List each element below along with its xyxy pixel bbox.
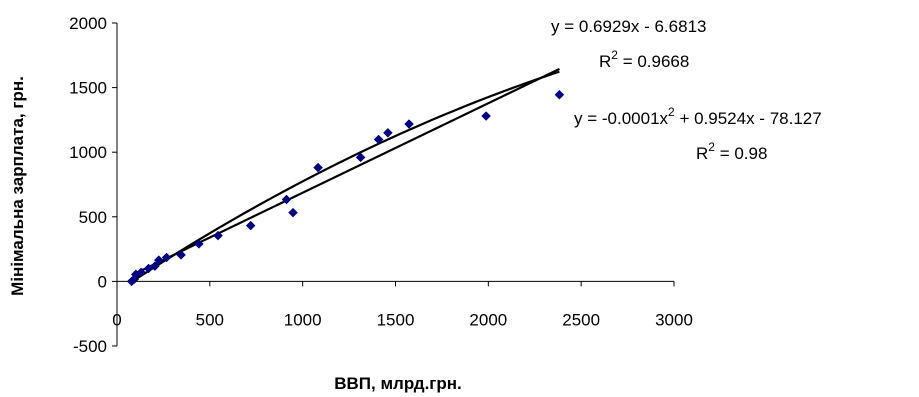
x-tick-label: 500 [196, 310, 224, 329]
data-point [136, 267, 146, 278]
linear-equation-label: y = 0.6929x - 6.6813 [551, 17, 706, 36]
x-tick-label: 1500 [377, 310, 415, 329]
y-tick-label: 0 [98, 272, 107, 291]
linear-r2-label: R2 = 0.9668 [599, 48, 689, 71]
data-point [313, 162, 323, 173]
data-points [126, 89, 565, 287]
data-point [404, 119, 414, 129]
y-tick-label: 1000 [69, 143, 107, 162]
axes [112, 22, 675, 347]
data-point [373, 134, 384, 145]
data-point [383, 127, 393, 138]
x-axis-title: ВВП, млрд.грн. [334, 374, 462, 393]
polynomial-trend-line [131, 70, 560, 283]
x-tick-label: 0 [112, 310, 121, 329]
data-point [245, 220, 256, 231]
y-tick-labels: 2000 1500 1000 500 0 -500 [69, 14, 107, 356]
polynomial-equation-label: y = -0.0001x2 + 0.9524x - 78.127 [574, 105, 822, 128]
data-point [150, 261, 160, 272]
y-axis-title: Мінімальна зарплата, грн. [8, 76, 27, 296]
polynomial-r2-label: R2 = 0.98 [696, 140, 767, 163]
x-tick-label: 2500 [562, 310, 600, 329]
data-point [161, 252, 172, 263]
y-tick-label: 2000 [69, 14, 107, 33]
data-point [194, 239, 204, 249]
data-point [213, 230, 223, 241]
trend-lines [131, 67, 560, 283]
data-point [481, 111, 491, 121]
data-point [355, 152, 366, 163]
linear-trend-line [131, 67, 560, 277]
data-point [176, 250, 186, 260]
data-point [288, 207, 298, 218]
y-tick-label: 500 [79, 208, 107, 227]
y-tick-label: 1500 [69, 79, 107, 98]
x-tick-label: 1000 [284, 310, 322, 329]
x-tick-labels: 0 500 1000 1500 2000 2500 3000 [112, 310, 693, 329]
x-tick-label: 3000 [655, 310, 693, 329]
data-point [554, 89, 565, 100]
data-point [153, 255, 164, 265]
x-tick-label: 2000 [469, 310, 507, 329]
data-point [281, 194, 292, 205]
y-tick-label: -500 [73, 337, 107, 356]
